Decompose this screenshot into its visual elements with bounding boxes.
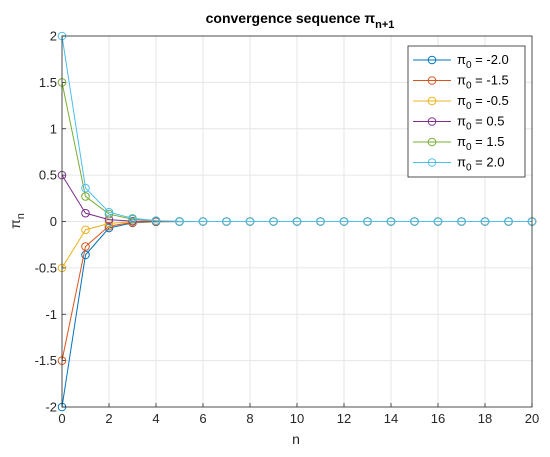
series-line [61,35,532,222]
legend-box [407,45,526,178]
legend-entry: π0 = 0.5 [413,114,504,133]
x-tick-label: 10 [290,411,304,426]
legend-marker [427,117,437,126]
data-point [175,217,184,226]
y-tick-label: 1.5 [39,75,57,90]
legend-label: π0 = 1.5 [457,134,504,153]
data-point [339,217,349,226]
data-point [386,217,396,226]
x-tick-label: 0 [58,411,65,426]
x-tick-label: 18 [478,411,492,426]
y-axis-ticks: -2 -1.5 -1 -0.5 0 0.5 1 1.5 2 [35,29,66,415]
data-point [363,217,372,226]
y-tick-label: -1 [45,307,57,322]
legend-label: π0 = 0.5 [457,114,504,133]
data-point [128,213,137,223]
x-tick-label: 4 [152,411,159,426]
x-axis-label: n [292,431,300,447]
x-tick-label: 20 [525,411,539,426]
legend-marker [427,158,437,167]
legend-entry: π0 = -2.0 [413,52,509,71]
data-point [81,208,90,218]
data-point [81,225,90,235]
x-tick-label: 12 [337,411,351,426]
legend-label: π0 = -1.5 [457,73,509,92]
legend-marker [427,76,437,85]
data-point [151,216,161,225]
y-tick-label: -1.5 [35,353,57,368]
data-point [104,207,114,217]
legend-label: π0 = 2.0 [457,155,504,174]
legend-entry: π0 = -0.5 [413,93,509,112]
legend-entry: π0 = -1.5 [413,73,509,92]
y-tick-label: -0.5 [35,260,57,275]
y-tick-label: 1 [50,121,57,136]
x-tick-label: 6 [199,411,206,426]
y-tick-label: 2 [50,29,57,44]
data-point [316,217,325,226]
data-point [81,192,90,201]
legend-marker [427,137,437,147]
legend-label: π0 = -0.5 [457,93,509,112]
data-point [504,217,513,226]
data-point [245,217,255,226]
data-point [410,217,419,226]
data-point [222,217,231,226]
data-point [269,217,278,226]
data-point [81,250,90,260]
data-point [433,217,443,226]
data-point [457,217,466,226]
legend-marker [427,96,437,106]
series-layer [57,31,537,412]
data-point [292,217,302,226]
series-5 [57,31,537,226]
plot-frame [61,35,533,408]
legend-marker [427,55,437,65]
legend-label: π0 = -2.0 [457,52,509,71]
x-tick-label: 2 [105,411,112,426]
legend-entry: π0 = 2.0 [413,155,504,174]
legend: π0 = -2.0π0 = -1.5π0 = -0.5π0 = 0.5π0 = … [407,45,526,178]
chart-title: convergence sequence πn+1 [206,10,395,31]
x-tick-label: 14 [384,411,398,426]
data-point [480,217,490,226]
y-tick-label: -2 [45,400,57,415]
data-point [104,221,114,231]
y-tick-label: 0.5 [39,168,57,183]
x-tick-label: 8 [246,411,253,426]
y-tick-label: 0 [50,214,57,229]
y-axis-label: πn [7,213,27,229]
x-axis-ticks: 0 2 4 6 8 10 12 14 16 18 20 [58,403,539,426]
data-point [198,217,208,226]
data-point [81,242,90,251]
data-point [81,183,90,193]
x-tick-label: 16 [431,411,445,426]
legend-entry: π0 = 1.5 [413,134,504,153]
